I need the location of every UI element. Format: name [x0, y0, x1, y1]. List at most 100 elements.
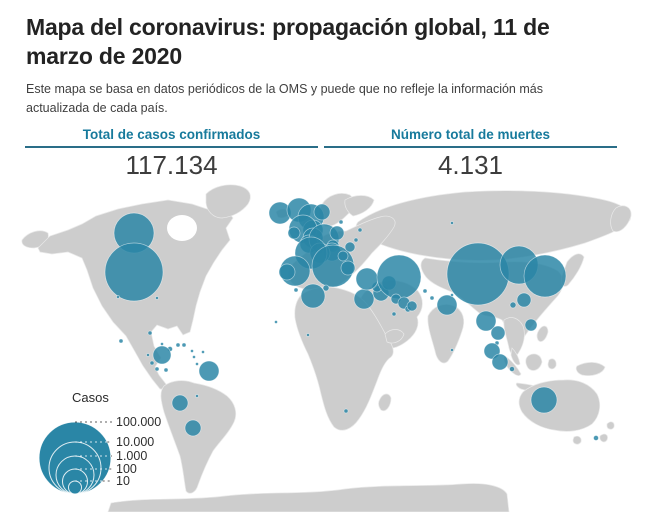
- stat-confirmed-cases: Total de casos confirmados 117.134: [25, 127, 318, 181]
- landmass-kamchatka: [610, 205, 632, 232]
- case-bubble-jamaica: [160, 342, 164, 346]
- case-bubble-uae: [406, 300, 418, 312]
- landmass-south-america: [160, 380, 237, 494]
- case-bubble-peru: [163, 367, 169, 373]
- case-bubble-portugal: [278, 263, 296, 281]
- case-bubble-egypt: [353, 288, 375, 310]
- case-bubble-greece: [340, 260, 356, 276]
- case-bubble-ireland: [287, 226, 301, 240]
- landmass-siberia: [355, 190, 632, 261]
- case-bubble-iran: [376, 254, 422, 300]
- case-bubble-brazil: [198, 360, 220, 382]
- legend-title: Casos: [72, 390, 109, 405]
- case-bubble-indonesia: [509, 366, 515, 372]
- case-bubble-india: [436, 294, 458, 316]
- case-bubble-guyana-fr: [201, 350, 205, 354]
- case-bubble-japan: [523, 254, 567, 298]
- case-bubble-venezuela: [175, 342, 181, 348]
- case-bubble-ukraine-dot: [353, 237, 359, 243]
- case-bubble-morocco-dot: [293, 287, 299, 293]
- hudson-bay: [167, 215, 197, 241]
- case-bubble-ecuador: [152, 345, 172, 365]
- case-bubble-usa-dot-east: [155, 296, 159, 300]
- case-bubble-singapore: [491, 353, 509, 371]
- legend-label-100: 100: [116, 462, 137, 476]
- stat-confirmed-value: 117.134: [125, 149, 218, 180]
- case-bubble-sri-lanka-dot: [450, 348, 454, 352]
- island-new-zealand-north: [606, 421, 615, 430]
- landmass-finland: [344, 195, 375, 217]
- case-bubble-trinidad: [195, 362, 199, 366]
- legend-circle-10: [68, 480, 82, 495]
- case-bubble-thailand: [475, 310, 497, 332]
- landmass-greenland: [205, 184, 251, 219]
- case-bubble-paraguay: [195, 394, 199, 398]
- case-bubble-costa-rica: [149, 360, 155, 366]
- case-bubble-hong-kong: [509, 301, 517, 309]
- case-bubble-australia: [530, 386, 558, 414]
- case-bubble-new-zealand: [593, 435, 599, 441]
- stat-deaths-label: Número total de muertes: [324, 127, 617, 148]
- case-bubble-dominican-republic: [181, 342, 187, 348]
- case-bubble-nigeria: [306, 333, 310, 337]
- case-bubble-turkey: [355, 267, 379, 291]
- landmass-antarctica: [107, 483, 510, 512]
- case-bubble-romania: [344, 241, 356, 253]
- case-bubble-china: [446, 242, 510, 306]
- case-bubble-usa-dot-west: [116, 295, 120, 299]
- case-bubble-pakistan-dot: [429, 295, 435, 301]
- case-bubble-russia-west-dot: [357, 227, 363, 233]
- case-bubble-poland: [329, 225, 345, 241]
- case-bubble-taiwan: [516, 292, 532, 308]
- case-bubble-vietnam: [490, 325, 506, 341]
- legend-label-1.000: 1.000: [116, 449, 147, 463]
- island-borneo: [525, 353, 543, 371]
- case-bubble-usa: [104, 242, 164, 302]
- legend-label-10: 10: [116, 474, 130, 488]
- legend-label-100.000: 100.000: [116, 415, 161, 429]
- case-bubble-saudi-arabia-dot: [391, 311, 397, 317]
- case-bubble-philippines: [524, 318, 538, 332]
- case-bubble-guadeloupe: [190, 349, 194, 353]
- case-bubble-cuba: [147, 330, 153, 336]
- page-subtitle: Este mapa se basa en datos periódicos de…: [26, 82, 543, 116]
- landmass-indochina: [503, 317, 525, 356]
- landmass-horn-of-africa: [384, 329, 405, 344]
- stats-row: Total de casos confirmados 117.134 Númer…: [25, 127, 617, 181]
- island-sulawesi: [547, 358, 557, 370]
- case-bubble-baltics-dot: [338, 219, 344, 225]
- island-new-guinea: [575, 362, 606, 376]
- case-bubble-chile: [171, 394, 189, 412]
- page-title: Mapa del coronavirus: propagación global…: [26, 14, 550, 70]
- case-bubble-senegal: [274, 320, 278, 324]
- landmass-madagascar: [378, 393, 392, 412]
- case-bubble-afghanistan-dot: [422, 288, 428, 294]
- case-bubble-tunisia: [322, 284, 330, 292]
- legend-label-10.000: 10.000: [116, 435, 154, 449]
- case-bubble-honduras: [146, 353, 150, 357]
- landmass-malay-peninsula: [510, 347, 521, 366]
- case-bubble-russia-siberia-dot: [450, 221, 454, 225]
- island-philippines: [536, 325, 549, 342]
- stat-confirmed-label: Total de casos confirmados: [25, 127, 318, 148]
- stat-deaths-value: 4.131: [437, 149, 504, 180]
- case-bubble-panama: [154, 366, 160, 372]
- island-tasmania: [572, 435, 582, 445]
- landmass-australia: [518, 379, 601, 432]
- case-bubble-martinique: [192, 355, 196, 359]
- case-bubble-argentina: [184, 419, 202, 437]
- case-bubble-finland: [313, 203, 331, 221]
- case-bubbles-layer: [104, 197, 599, 441]
- legend-dotted-lines: [75, 421, 112, 482]
- case-bubble-algeria: [300, 283, 326, 309]
- case-bubble-mexico: [118, 338, 124, 344]
- case-bubble-nepal-dot: [450, 293, 454, 297]
- legend-circles: [38, 421, 112, 495]
- island-new-zealand-south: [599, 433, 608, 443]
- case-bubble-south-africa: [343, 408, 349, 414]
- stat-total-deaths: Número total de muertes 4.131: [324, 127, 617, 181]
